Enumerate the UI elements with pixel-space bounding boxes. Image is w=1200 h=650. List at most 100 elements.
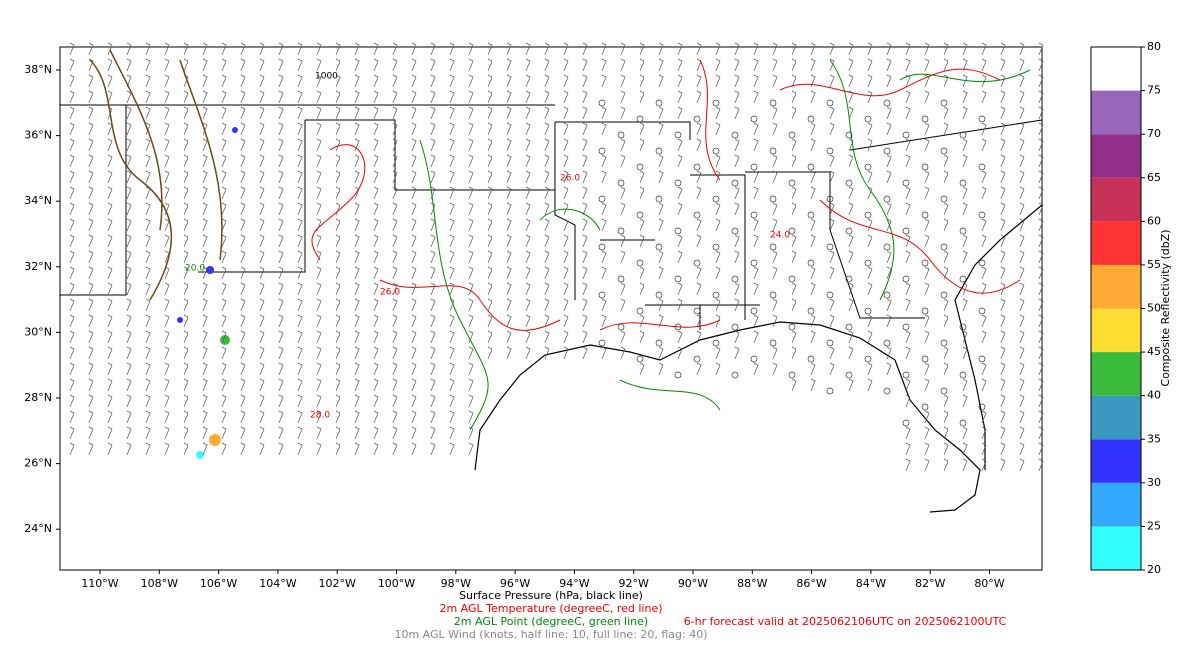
wind-barb bbox=[221, 394, 227, 408]
wind-barb bbox=[1038, 90, 1044, 104]
wind-barb bbox=[487, 266, 493, 280]
wind-barb bbox=[449, 410, 455, 424]
calm-marker bbox=[883, 387, 891, 395]
wind-barb bbox=[107, 90, 113, 104]
calm-marker bbox=[712, 339, 720, 347]
wind-barb bbox=[335, 138, 341, 152]
wind-barb bbox=[772, 314, 778, 328]
wind-barb bbox=[582, 314, 588, 328]
calm-marker bbox=[731, 371, 739, 379]
wind-barb bbox=[1000, 58, 1006, 72]
wind-barb bbox=[677, 58, 683, 72]
colorbar-tick-label: 80 bbox=[1147, 40, 1161, 53]
colorbar-tick-label: 75 bbox=[1147, 84, 1161, 97]
wind-barb bbox=[601, 218, 607, 232]
wind-barb bbox=[734, 202, 740, 216]
wind-barb bbox=[867, 74, 873, 88]
wind-barb bbox=[126, 330, 132, 344]
wind-barb bbox=[1019, 90, 1025, 104]
calm-marker bbox=[598, 195, 606, 203]
wind-barb bbox=[1038, 426, 1044, 440]
wind-barb bbox=[582, 154, 588, 168]
wind-barb bbox=[335, 106, 341, 120]
wind-barb bbox=[810, 234, 816, 248]
wind-barb bbox=[316, 58, 322, 72]
wind-barb bbox=[696, 186, 702, 200]
wind-barb bbox=[753, 138, 759, 152]
wind-barb bbox=[373, 74, 379, 88]
calm-marker bbox=[636, 259, 644, 267]
wind-barb bbox=[677, 202, 683, 216]
wind-barb bbox=[1038, 282, 1044, 296]
wind-barb bbox=[202, 266, 208, 280]
wind-barb bbox=[392, 410, 398, 424]
wind-barb bbox=[867, 378, 873, 392]
wind-barb bbox=[905, 42, 911, 56]
wind-barb bbox=[259, 266, 265, 280]
wind-barb bbox=[696, 90, 702, 104]
wind-barb bbox=[468, 346, 474, 360]
calm-marker bbox=[617, 323, 625, 331]
wind-barb bbox=[183, 298, 189, 312]
wind-barb bbox=[69, 250, 75, 264]
calm-marker bbox=[617, 131, 625, 139]
wind-barb bbox=[544, 346, 550, 360]
wind-barb bbox=[240, 154, 246, 168]
wind-barb bbox=[373, 90, 379, 104]
wind-barb bbox=[924, 170, 930, 184]
wind-barb bbox=[316, 378, 322, 392]
caption-dewpoint: 2m AGL Point (degreeC, green line) bbox=[454, 615, 648, 628]
wind-barb bbox=[1000, 362, 1006, 376]
calm-marker bbox=[883, 99, 891, 107]
contour-label: 20.0 bbox=[185, 264, 205, 274]
wind-barb bbox=[88, 314, 94, 328]
wind-barb bbox=[373, 186, 379, 200]
wind-barb bbox=[221, 58, 227, 72]
calm-marker bbox=[807, 307, 815, 315]
wind-barb bbox=[430, 378, 436, 392]
wind-barb bbox=[886, 106, 892, 120]
wind-barb bbox=[715, 218, 721, 232]
wind-barb bbox=[772, 42, 778, 56]
wind-barb bbox=[335, 170, 341, 184]
wind-barb bbox=[810, 170, 816, 184]
wind-barb bbox=[829, 106, 835, 120]
wind-barb bbox=[620, 154, 626, 168]
map-frame bbox=[59, 46, 1043, 571]
wind-barb bbox=[1038, 122, 1044, 136]
wind-barb bbox=[924, 74, 930, 88]
wind-barb bbox=[943, 154, 949, 168]
calm-marker bbox=[845, 371, 853, 379]
lon-label: 84°W bbox=[856, 577, 886, 590]
wind-barb bbox=[316, 234, 322, 248]
calm-marker bbox=[864, 307, 872, 315]
wind-barb bbox=[810, 42, 816, 56]
wind-barb bbox=[145, 58, 151, 72]
lon-label: 80°W bbox=[974, 577, 1004, 590]
wind-barb bbox=[316, 266, 322, 280]
calm-marker bbox=[845, 323, 853, 331]
wind-barb bbox=[810, 90, 816, 104]
wind-barb bbox=[1019, 442, 1025, 456]
wind-barb bbox=[221, 202, 227, 216]
wind-barb bbox=[848, 330, 854, 344]
lat-label: 38°N bbox=[24, 63, 52, 76]
calm-marker bbox=[674, 323, 682, 331]
wind-barb bbox=[392, 250, 398, 264]
wind-barb bbox=[1000, 250, 1006, 264]
calm-marker bbox=[712, 243, 720, 251]
wind-barb bbox=[316, 202, 322, 216]
wind-barb bbox=[392, 298, 398, 312]
wind-barb bbox=[487, 170, 493, 184]
wind-barb bbox=[164, 122, 170, 136]
wind-barb bbox=[278, 186, 284, 200]
wind-barb bbox=[126, 122, 132, 136]
wind-barb bbox=[183, 138, 189, 152]
wind-barb bbox=[335, 442, 341, 456]
wind-barb bbox=[297, 298, 303, 312]
wind-barb bbox=[886, 298, 892, 312]
wind-barb bbox=[430, 330, 436, 344]
wind-barb bbox=[221, 234, 227, 248]
wind-barb bbox=[373, 330, 379, 344]
wind-barb bbox=[240, 74, 246, 88]
